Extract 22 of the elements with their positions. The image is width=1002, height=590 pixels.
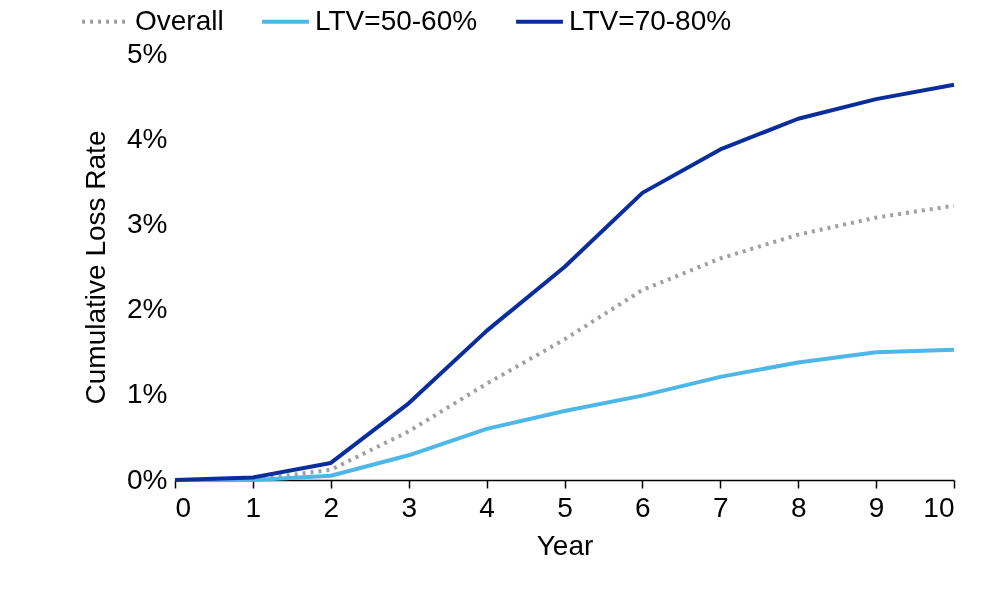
legend-label: Overall <box>135 4 224 36</box>
y-tick-label: 2% <box>127 293 168 325</box>
x-tick-label: 3 <box>401 491 417 523</box>
x-tick-label: 0 <box>175 491 192 523</box>
y-axis-title: Cumulative Loss Rate <box>80 130 112 405</box>
x-tick-label: 5 <box>557 491 573 523</box>
y-tick-label: 4% <box>127 122 168 154</box>
x-tick-label: 1 <box>245 491 262 523</box>
x-tick-label: 7 <box>713 491 729 523</box>
x-tick-label: 2 <box>323 491 340 523</box>
x-tick-label: 8 <box>790 491 807 523</box>
y-tick-label: 5% <box>127 37 168 69</box>
x-tick-label: 6 <box>635 491 651 523</box>
legend-label: LTV=50-60% <box>315 4 478 36</box>
y-tick-label: 0% <box>127 463 168 495</box>
x-tick-label: 10 <box>923 491 955 523</box>
y-tick-label: 1% <box>127 378 168 410</box>
x-axis-title: Year <box>536 529 594 561</box>
legend-label: LTV=70-80% <box>569 4 732 36</box>
y-tick-label: 3% <box>127 207 168 239</box>
x-tick-label: 4 <box>479 491 495 523</box>
x-tick-label: 9 <box>868 491 885 523</box>
